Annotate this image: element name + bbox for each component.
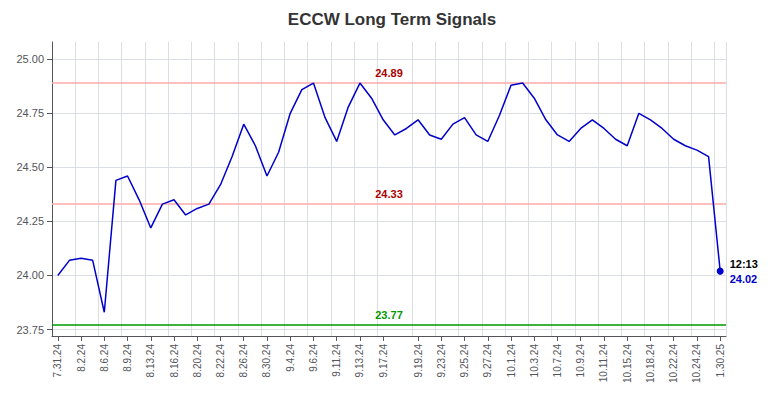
svg-text:10.3.24: 10.3.24 [529,344,540,378]
svg-text:7.31.24: 7.31.24 [52,344,63,378]
svg-text:10.15.24: 10.15.24 [622,344,633,383]
svg-text:9.13.24: 9.13.24 [354,344,365,378]
svg-text:8.20.24: 8.20.24 [192,344,203,378]
svg-text:Stock Traders Daily: Stock Traders Daily [57,310,145,321]
svg-text:8.16.24: 8.16.24 [169,344,180,378]
svg-text:9.4.24: 9.4.24 [285,344,296,372]
svg-text:10.11.24: 10.11.24 [598,344,609,383]
svg-text:23.77: 23.77 [375,309,403,321]
svg-text:24.75: 24.75 [16,107,44,119]
svg-text:24.00: 24.00 [16,269,44,281]
svg-text:24.33: 24.33 [375,188,403,200]
svg-text:9.11.24: 9.11.24 [331,344,342,377]
svg-text:8.30.24: 8.30.24 [261,344,272,378]
svg-text:10.7.24: 10.7.24 [552,344,563,378]
svg-text:9.23.24: 9.23.24 [436,344,447,378]
svg-text:1.30.25: 1.30.25 [715,344,726,378]
svg-text:24.89: 24.89 [375,67,403,79]
svg-text:24.50: 24.50 [16,161,44,173]
svg-text:9.19.24: 9.19.24 [413,344,424,378]
svg-text:9.25.24: 9.25.24 [459,344,470,378]
svg-text:8.22.24: 8.22.24 [215,344,226,378]
svg-text:10.18.24: 10.18.24 [645,344,656,383]
svg-text:9.6.24: 9.6.24 [308,344,319,372]
svg-text:9.27.24: 9.27.24 [482,344,493,378]
svg-text:ECCW Long Term Signals: ECCW Long Term Signals [288,10,496,29]
svg-text:10.1.24: 10.1.24 [506,344,517,378]
svg-text:8.26.24: 8.26.24 [238,344,249,378]
svg-text:8.9.24: 8.9.24 [122,344,133,372]
svg-text:8.6.24: 8.6.24 [99,344,110,372]
svg-text:12:13: 12:13 [730,258,758,270]
svg-text:24.25: 24.25 [16,215,44,227]
svg-text:10.24.24: 10.24.24 [691,344,702,383]
svg-text:24.02: 24.02 [730,273,758,285]
svg-text:9.17.24: 9.17.24 [378,344,389,378]
svg-text:10.9.24: 10.9.24 [575,344,586,378]
svg-text:25.00: 25.00 [16,53,44,65]
svg-text:23.75: 23.75 [16,324,44,336]
svg-text:10.22.24: 10.22.24 [668,344,679,383]
svg-text:8.2.24: 8.2.24 [76,344,87,372]
svg-text:8.13.24: 8.13.24 [145,344,156,378]
